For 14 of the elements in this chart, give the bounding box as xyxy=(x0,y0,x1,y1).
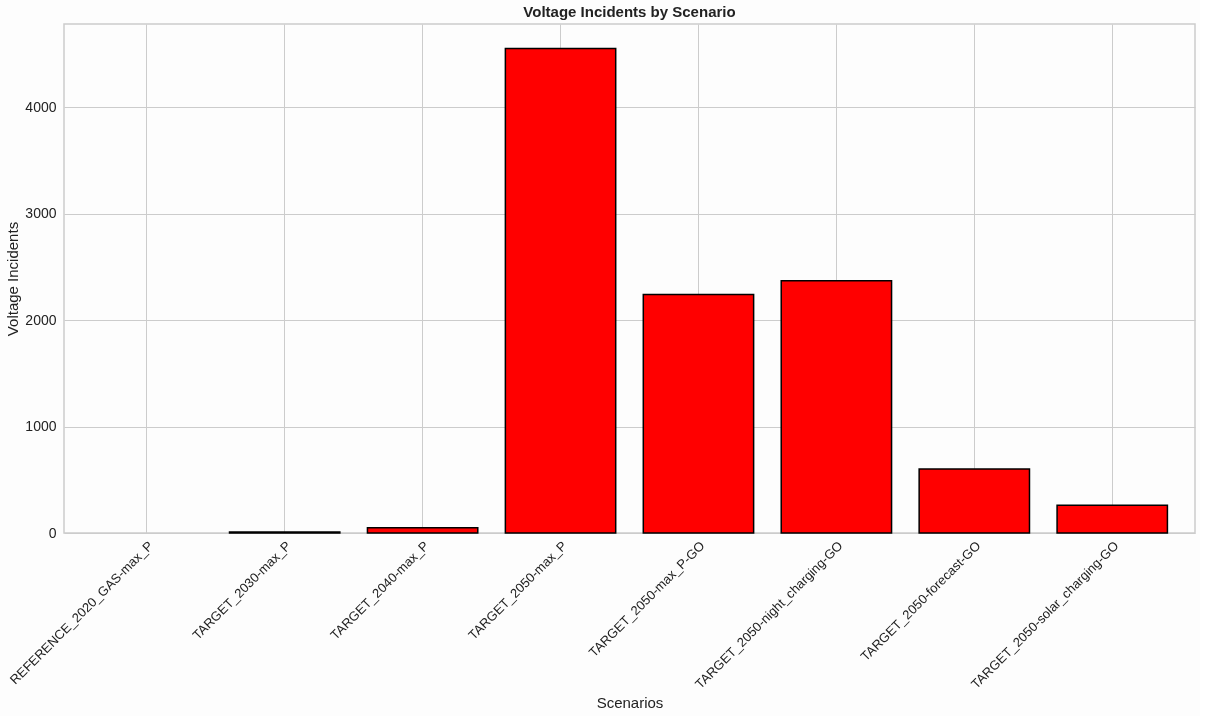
bar xyxy=(780,279,893,534)
x-axis-title: Scenarios xyxy=(596,693,664,711)
bar xyxy=(918,468,1031,534)
y-tick-label: 0 xyxy=(48,524,57,541)
chart-title: Voltage Incidents by Scenario xyxy=(523,3,736,20)
y-tick-label: 1000 xyxy=(25,418,57,435)
y-axis-title: Voltage Incidents xyxy=(4,221,22,337)
y-tick-label: 4000 xyxy=(25,98,57,115)
y-tick-label: 3000 xyxy=(25,205,57,222)
bar xyxy=(642,293,755,534)
bar xyxy=(366,526,479,534)
bar xyxy=(504,47,617,534)
y-tick-label: 2000 xyxy=(25,311,57,328)
bar xyxy=(1056,504,1169,534)
